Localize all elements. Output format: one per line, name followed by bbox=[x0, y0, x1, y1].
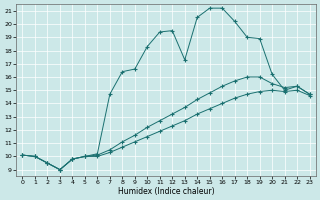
X-axis label: Humidex (Indice chaleur): Humidex (Indice chaleur) bbox=[118, 187, 214, 196]
